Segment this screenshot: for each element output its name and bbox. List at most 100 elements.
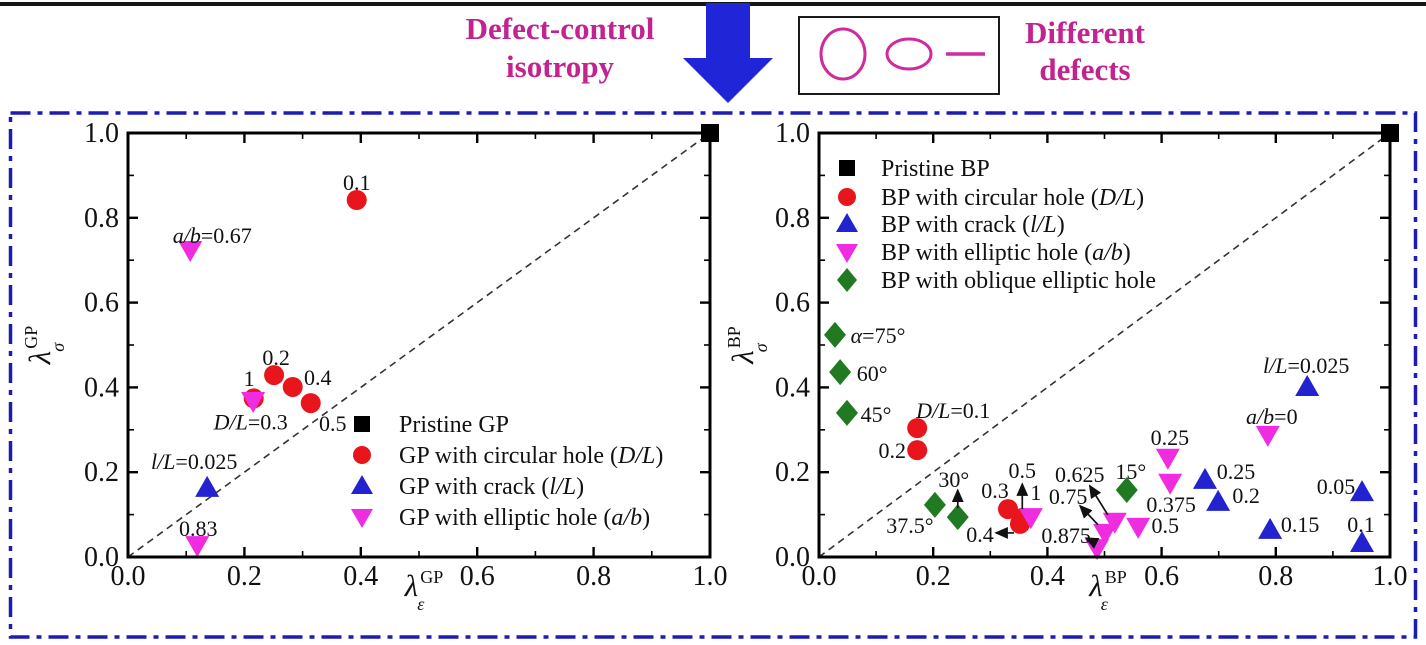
left-plot: 0.1 0.2 D/L=0.3 0.4 0.5 l/L=0.025 a/b=0.67 1 0.8…: [21, 118, 728, 614]
label-arrow: [1088, 484, 1109, 516]
x-tick-label: 0.8: [576, 561, 611, 592]
scatter-point: [998, 499, 1019, 520]
y-tick-label: 0.0: [84, 542, 119, 573]
scatter-point: [1206, 489, 1231, 511]
point-label: D/L=0.3: [213, 409, 288, 434]
legend-marker-triangle-up: [351, 475, 373, 494]
scatter-point: [946, 504, 969, 531]
scatter-point: [1115, 477, 1138, 504]
label-arrow: [1084, 537, 1100, 549]
point-label: 0.05: [1317, 474, 1356, 499]
legend-label: Pristine BP: [881, 156, 990, 182]
point-label: α=75°: [851, 323, 906, 348]
x-tick-label: 0.8: [1258, 561, 1293, 592]
point-label: a/b=0.67: [173, 223, 252, 248]
title-line-2: isotropy: [506, 49, 614, 84]
point-label: 0.15: [1281, 512, 1320, 537]
point-label: 0.875: [1041, 523, 1091, 548]
legend-label: GP with elliptic hole (a/b): [399, 505, 650, 531]
ellipse-defect-icon: [885, 37, 933, 71]
scatter-point: [185, 536, 210, 558]
scatter-point: [195, 475, 220, 497]
isotropy-diagonal-line: [127, 132, 711, 558]
y-tick-label: 0.6: [775, 288, 810, 319]
point-label: a/b=0: [1246, 404, 1298, 429]
scatter-point: [1093, 523, 1118, 545]
point-label: 37.5°: [886, 513, 933, 538]
scatter-point: [178, 241, 203, 263]
point-label: 1: [1030, 480, 1041, 505]
legend-marker-triangle-down: [836, 244, 858, 263]
y-tick-label: 0.8: [775, 203, 810, 234]
x-tick-label: 1.0: [1373, 561, 1408, 592]
legend-marker-triangle-up: [836, 213, 858, 232]
legend-label: BP with elliptic hole (a/b): [881, 240, 1131, 266]
point-label: 0.2: [1232, 483, 1260, 508]
scatter-point: [1350, 480, 1375, 502]
point-label: 15°: [1115, 459, 1146, 484]
legend-marker-circle: [838, 188, 856, 206]
scatter-point: [1158, 473, 1183, 495]
y-tick-label: 0.4: [84, 372, 119, 403]
right-plot: D/L=0.10.20.30.40.5a/b=00.250.3750.50.62…: [724, 118, 1408, 614]
scatter-point: [823, 321, 846, 348]
point-label: 0.4: [304, 365, 332, 390]
x-tick-label: 0.0: [111, 561, 146, 592]
point-label: 0.1: [343, 170, 371, 195]
scatter-point: [1350, 531, 1375, 553]
point-label: 0.3: [981, 478, 1009, 503]
scatter-point: [835, 399, 858, 426]
x-tick-label: 1.0: [693, 561, 728, 592]
x-tick-label: 0.2: [916, 561, 951, 592]
y-tick-label: 1.0: [775, 118, 810, 149]
x-axis-label: λ BP ε: [1088, 567, 1126, 614]
point-label: 0.375: [1146, 492, 1196, 517]
different-defects-caption: Different defects: [1003, 14, 1167, 88]
point-label: 0.5: [1151, 513, 1179, 538]
x-tick-label: 0.0: [802, 561, 837, 592]
point-label: 0.625: [1055, 462, 1105, 487]
point-label: 0.5: [319, 411, 347, 436]
legend-label: GP with circular hole (D/L): [399, 443, 663, 469]
point-label: 0.4: [966, 522, 994, 547]
legend-label: BP with circular hole (D/L): [881, 185, 1144, 211]
point-label: D/L=0.1: [915, 398, 990, 423]
point-label: 0.25: [1217, 459, 1256, 484]
x-tick-label: 0.6: [460, 561, 495, 592]
defect-control-isotropy-title: Defect-control isotropy: [430, 10, 690, 86]
y-tick-label: 1.0: [84, 118, 119, 149]
scatter-point: [1295, 374, 1320, 396]
label-arrow: [1078, 504, 1099, 526]
y-tick-label: 0.4: [775, 372, 810, 403]
legend-marker-square: [839, 160, 855, 176]
y-axis-label: λBP σ: [724, 326, 771, 364]
scatter-point: [264, 365, 285, 386]
point-label: 1: [244, 366, 255, 391]
scatter-point: [1155, 448, 1180, 470]
point-label: 0.25: [1151, 425, 1190, 450]
legend: Pristine BP BP with circular hole (D/L) BP…: [836, 156, 1156, 294]
different-defects-box: [798, 16, 1000, 95]
y-tick-label: 0.2: [84, 457, 119, 488]
legend-marker-circle: [353, 446, 371, 464]
x-axis-label: λ GP ε: [404, 567, 443, 614]
y-tick-label: 0.2: [775, 457, 810, 488]
caption-line-1: Different: [1025, 15, 1145, 50]
title-line-1: Defect-control: [465, 11, 655, 46]
point-label: 0.75: [1049, 484, 1088, 509]
scatter-point: [1126, 517, 1151, 539]
legend-marker-square: [354, 416, 370, 432]
point-label: l/L=0.025: [151, 449, 237, 474]
point-label: 45°: [861, 402, 892, 427]
legend-label: BP with oblique elliptic hole: [881, 268, 1156, 294]
scatter-point: [907, 440, 928, 461]
point-label: 30°: [938, 467, 969, 492]
scatter-point: [1255, 425, 1280, 447]
legend-label: GP with crack (l/L): [399, 474, 584, 500]
scatter-point: [346, 189, 367, 210]
point-label: 0.1: [1347, 512, 1375, 537]
scatter-point: [1192, 467, 1217, 489]
scatter-point: [923, 491, 946, 518]
y-axis-label: λGP σ: [21, 326, 68, 365]
